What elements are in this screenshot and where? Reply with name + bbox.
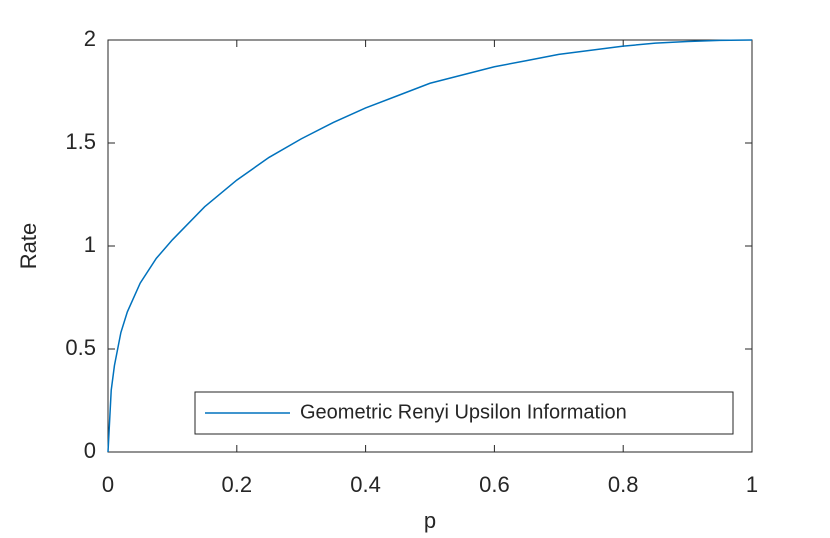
x-tick-label: 0.8 (608, 472, 639, 497)
data-line (107, 39, 753, 453)
y-tick-label: 1.5 (65, 129, 96, 154)
y-tick-label: 1 (84, 232, 96, 257)
y-tick-label: 2 (84, 26, 96, 51)
x-tick-label: 1 (746, 472, 758, 497)
legend-label: Geometric Renyi Upsilon Information (300, 401, 627, 423)
x-tick-label: 0.4 (350, 472, 381, 497)
x-tick-label: 0 (102, 472, 114, 497)
x-tick-label: 0.6 (479, 472, 510, 497)
y-tick-label: 0 (84, 438, 96, 463)
x-tick-label: 0.2 (222, 472, 253, 497)
plot-area (107, 39, 753, 453)
y-axis-label: Rate (16, 223, 41, 269)
x-axis-label: p (424, 508, 436, 533)
y-tick-label: 0.5 (65, 335, 96, 360)
